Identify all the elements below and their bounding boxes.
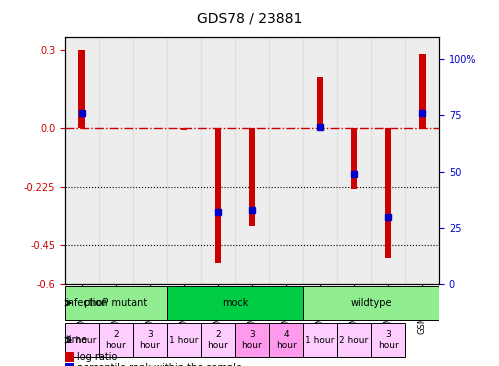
Bar: [133, 37, 167, 284]
Text: phoP mutant: phoP mutant: [84, 298, 148, 308]
Bar: [303, 37, 337, 284]
Text: 4
hour: 4 hour: [275, 330, 296, 350]
Text: 1 hour: 1 hour: [67, 336, 97, 345]
FancyBboxPatch shape: [65, 286, 167, 320]
Bar: [181, 128, 187, 131]
Bar: [351, 128, 357, 189]
Text: GDS78 / 23881: GDS78 / 23881: [197, 12, 302, 26]
Bar: [215, 128, 222, 264]
FancyBboxPatch shape: [167, 286, 303, 320]
Text: 2 hour: 2 hour: [339, 336, 369, 345]
FancyBboxPatch shape: [65, 324, 99, 357]
FancyBboxPatch shape: [133, 324, 167, 357]
Text: log ratio: log ratio: [77, 352, 118, 362]
Bar: [99, 37, 133, 284]
Bar: [78, 50, 85, 128]
Bar: [201, 37, 235, 284]
FancyBboxPatch shape: [371, 324, 405, 357]
FancyBboxPatch shape: [99, 324, 133, 357]
Text: 2
hour: 2 hour: [105, 330, 126, 350]
Bar: [65, 37, 99, 284]
Bar: [337, 37, 371, 284]
Text: 1 hour: 1 hour: [169, 336, 199, 345]
Text: 3
hour: 3 hour: [378, 330, 399, 350]
Bar: [235, 37, 269, 284]
Bar: [419, 53, 426, 128]
Text: 1 hour: 1 hour: [305, 336, 335, 345]
Text: mock: mock: [222, 298, 248, 308]
Bar: [167, 37, 201, 284]
Bar: [405, 37, 439, 284]
FancyBboxPatch shape: [337, 324, 371, 357]
Bar: [385, 128, 392, 258]
Bar: [317, 77, 323, 128]
Text: 3
hour: 3 hour: [140, 330, 160, 350]
FancyBboxPatch shape: [269, 324, 303, 357]
FancyBboxPatch shape: [235, 324, 269, 357]
FancyBboxPatch shape: [303, 324, 337, 357]
FancyBboxPatch shape: [303, 286, 439, 320]
Text: percentile rank within the sample: percentile rank within the sample: [77, 363, 243, 366]
Bar: [371, 37, 405, 284]
Text: infection: infection: [65, 298, 108, 308]
Text: time: time: [65, 335, 88, 345]
Text: 2
hour: 2 hour: [208, 330, 229, 350]
Bar: [269, 37, 303, 284]
FancyBboxPatch shape: [201, 324, 235, 357]
Text: wildtype: wildtype: [350, 298, 392, 308]
FancyBboxPatch shape: [167, 324, 201, 357]
Text: 3
hour: 3 hour: [242, 330, 262, 350]
Bar: [249, 128, 255, 226]
